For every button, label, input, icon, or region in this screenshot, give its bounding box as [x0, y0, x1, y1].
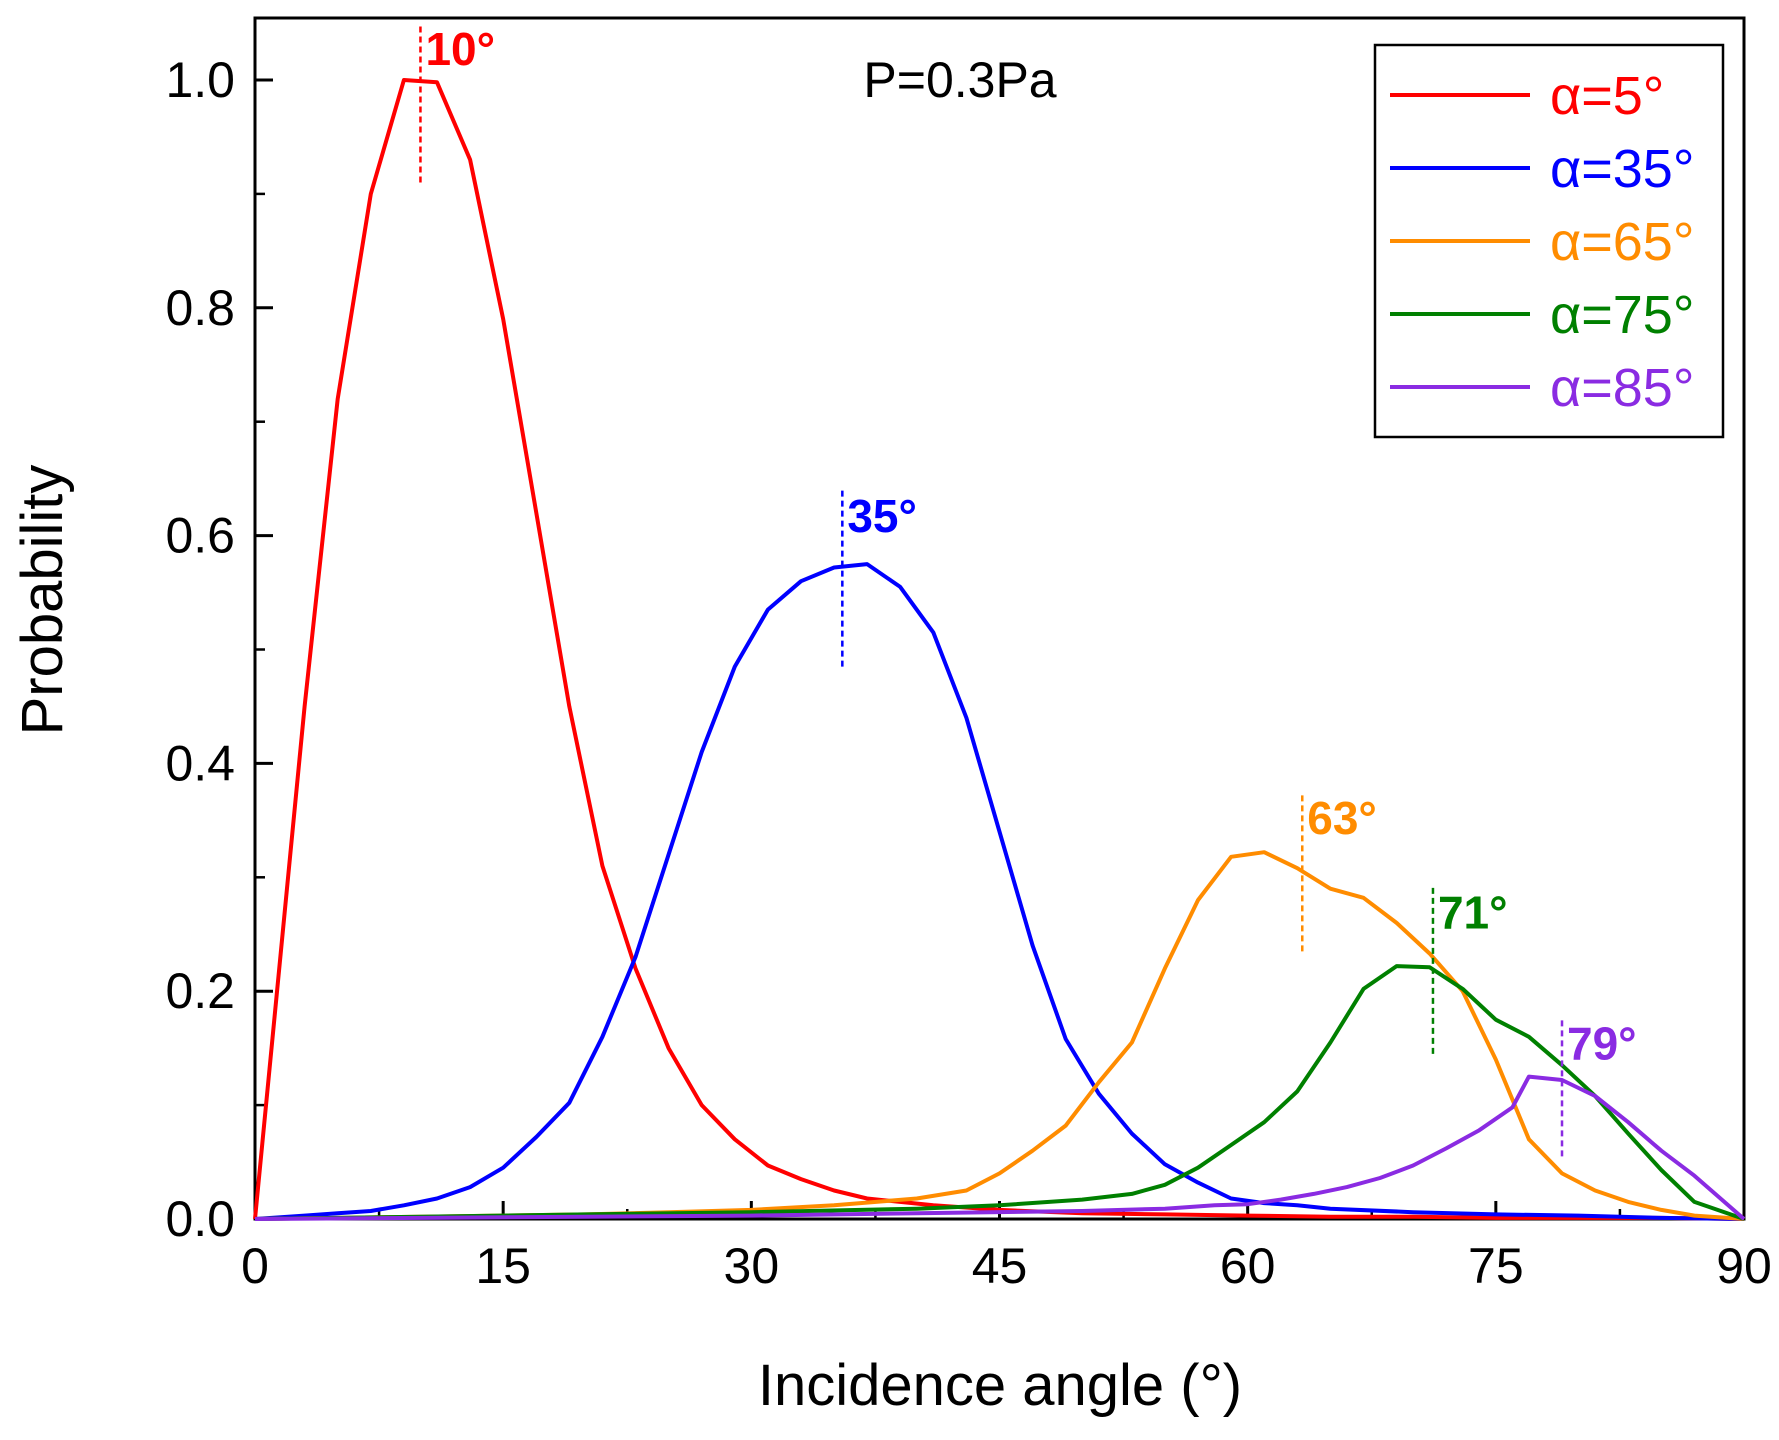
- x-tick-label: 90: [1716, 1238, 1772, 1294]
- y-tick-label: 0.0: [165, 1191, 235, 1247]
- peak-marker-label-1: 10°: [425, 23, 495, 75]
- legend-label-5: α=85°: [1550, 358, 1694, 418]
- y-axis-label: Probability: [10, 465, 75, 736]
- series-line-3: [254, 850, 1745, 1221]
- peak-marker-label-3: 63°: [1307, 792, 1377, 844]
- peak-marker-label-2: 35°: [847, 490, 917, 542]
- legend-label-2: α=35°: [1550, 139, 1694, 199]
- legend-entries: α=5° α=35° α=65° α=75° α=85°: [1390, 66, 1694, 418]
- x-tick-label: 0: [241, 1238, 269, 1294]
- legend-label-3: α=65°: [1550, 212, 1694, 272]
- series-line-5: [254, 1074, 1746, 1221]
- y-tick-label: 0.8: [165, 280, 235, 336]
- series-line-4: [254, 964, 1745, 1221]
- peak-marker-label-5: 79°: [1567, 1017, 1637, 1069]
- x-tick-label: 15: [475, 1238, 531, 1294]
- y-tick-label: 0.4: [165, 735, 235, 791]
- y-tick-label: 0.6: [165, 508, 235, 564]
- x-tick-labels: 0 15 30 45 60 75 90: [241, 1238, 1772, 1294]
- series-lines: [253, 78, 1746, 1221]
- peak-markers: 10° 35° 63° 71° 79°: [419, 23, 1637, 1157]
- y-tick-label: 1.0: [165, 52, 235, 108]
- x-tick-label: 60: [1220, 1238, 1276, 1294]
- peak-marker-label-4: 71°: [1438, 886, 1508, 938]
- x-tick-label: 75: [1468, 1238, 1524, 1294]
- x-tick-label: 45: [972, 1238, 1028, 1294]
- chart-title: P=0.3Pa: [863, 52, 1056, 108]
- y-tick-labels: 0.0 0.2 0.4 0.6 0.8 1.0: [165, 52, 235, 1247]
- series-line-1: [253, 78, 1745, 1221]
- legend-label-4: α=75°: [1550, 285, 1694, 345]
- legend: α=5° α=35° α=65° α=75° α=85°: [1373, 43, 1725, 439]
- x-axis-label: Incidence angle (°): [758, 1353, 1242, 1418]
- x-tick-label: 30: [724, 1238, 780, 1294]
- y-tick-label: 0.2: [165, 963, 235, 1019]
- series-line-2: [254, 562, 1745, 1221]
- legend-label-1: α=5°: [1550, 66, 1664, 126]
